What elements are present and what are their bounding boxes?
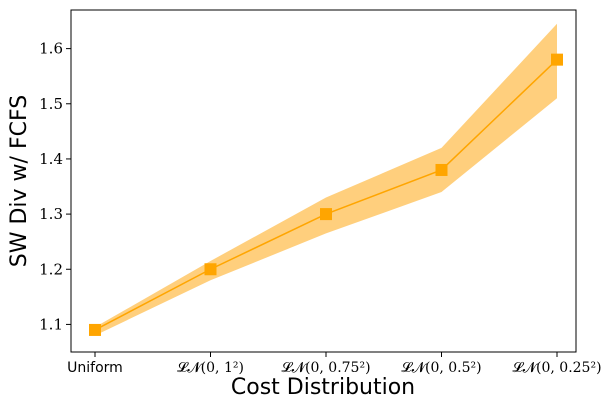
y-tick-label: 1.5 — [39, 95, 63, 113]
data-point-marker — [204, 263, 217, 276]
y-tick-label: 1.3 — [39, 205, 63, 223]
y-tick-label: 1.6 — [39, 40, 63, 58]
data-point-marker — [435, 163, 448, 176]
plot-frame — [70, 9, 577, 353]
confidence-band — [95, 23, 557, 336]
x-tick-layer: Uniform 𝓛𝓝(0, 1²) 𝓛𝓝(0, 0.75²) 𝓛𝓝(0, 0.5²) 𝓛… — [67, 352, 602, 376]
confidence-band-layer — [95, 23, 557, 336]
y-tick-label: 1.1 — [39, 315, 63, 333]
y-tick-label: 1.2 — [39, 260, 63, 278]
marker-layer — [89, 53, 563, 336]
data-point-marker — [89, 323, 101, 336]
data-point-marker — [320, 208, 332, 221]
x-tick-label: 𝓛𝓝(0, 0.25²) — [512, 360, 601, 376]
x-axis-label: Cost Distribution — [231, 375, 415, 400]
x-tick-label: 𝓛𝓝(0, 1²) — [177, 360, 244, 376]
y-tick-label: 1.4 — [39, 150, 63, 168]
y-tick-layer: 1.1 1.2 1.3 1.4 1.5 1.6 — [39, 40, 71, 333]
x-tick-label: Uniform — [67, 360, 123, 376]
x-tick-label: 𝓛𝓝(0, 0.75²) — [281, 360, 370, 376]
x-tick-label: 𝓛𝓝(0, 0.5²) — [401, 360, 481, 376]
y-axis-label: SW Div w/ FCFS — [7, 95, 32, 267]
data-point-marker — [551, 53, 563, 66]
